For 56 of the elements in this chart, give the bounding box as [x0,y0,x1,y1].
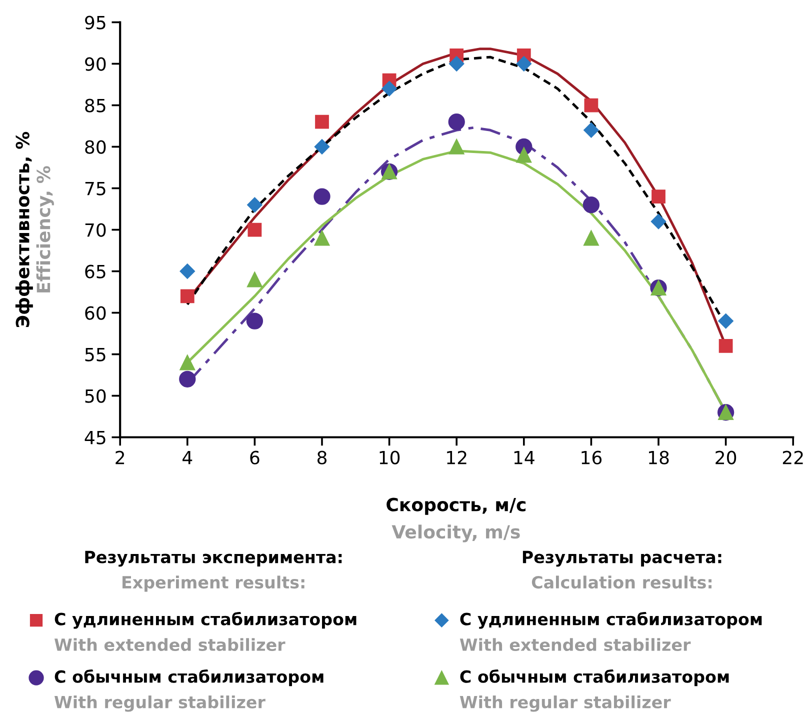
x-axis-title: Скорость, м/с Velocity, m/s [386,498,526,542]
text: Результаты расчета: Calculation results: [522,550,722,589]
x-tick-label: 8 [317,450,327,464]
y-tick-label: 85 [85,98,106,112]
point [582,196,600,214]
text: Результаты эксперимента: Experiment results: [85,550,342,592]
point [584,122,599,138]
legend-label: С удлиненным стабилизатором With extended stabilizer [54,612,356,652]
y-tick-label: 80 [85,140,106,154]
point [584,230,599,246]
x-tick-label: 6 [250,450,260,464]
point [314,188,330,205]
point [652,190,666,204]
x-tick-label: 20 [716,450,736,464]
point [315,114,329,129]
y-tick-label: 70 [85,223,106,237]
x-tick-label: 4 [182,451,192,464]
x-tick-label: 2 [116,450,124,464]
x-tick-label: 12 [447,450,466,464]
point [180,354,196,370]
legend-label: С обычным стабилизатором With regular stabilizer [460,669,729,712]
x-tick-label: 22 [782,450,803,464]
point [247,197,262,212]
y-tick-label: 65 [85,264,106,278]
x-tick-label: 16 [582,450,602,464]
point [247,272,262,288]
y-tick-label: 45 [84,430,106,444]
y-tick-label: 55 [85,348,106,362]
point [382,81,397,96]
x-tick-label: 14 [514,451,534,464]
y-tick-label: 95 [85,16,106,30]
point [650,214,666,230]
point [448,114,465,130]
point [448,139,464,154]
y-tick-label: 90 [85,57,106,71]
point [516,147,532,163]
point [718,339,733,353]
legend-label: С удлиненным стабилизатором With extended stabilizer [460,612,762,652]
y-tick-label: 50 [85,389,106,403]
point [314,139,330,154]
y-tick-label: 60 [85,306,106,320]
point [718,313,734,329]
point [180,289,194,304]
y-axis-title: Эффективность, % Efficiency, % [15,132,54,328]
point [248,222,262,237]
point [246,312,264,330]
y-tick-label: 75 [85,182,106,196]
x-tick-label: 18 [648,450,669,464]
point [584,98,598,112]
point [179,370,196,388]
legend-label: С обычным стабилизатором With regular stabilizer [54,669,324,712]
point [449,56,464,72]
x-tick-label: 10 [380,450,400,464]
point [314,230,330,246]
point [180,264,195,279]
point [516,56,532,72]
